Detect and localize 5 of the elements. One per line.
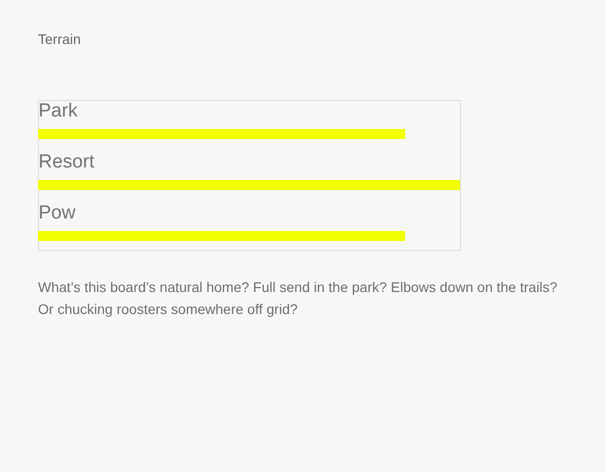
chart-title: Terrain bbox=[38, 31, 81, 47]
y-tick-label: Park bbox=[38, 100, 78, 122]
text: What’s this board’s natural home? Full send in the park? Elbows down on the trails? Or chucking roosters somewhere off grid? bbox=[38, 279, 558, 317]
y-tick-label: Pow bbox=[38, 202, 76, 224]
y-tick-label: Resort bbox=[38, 152, 96, 172]
